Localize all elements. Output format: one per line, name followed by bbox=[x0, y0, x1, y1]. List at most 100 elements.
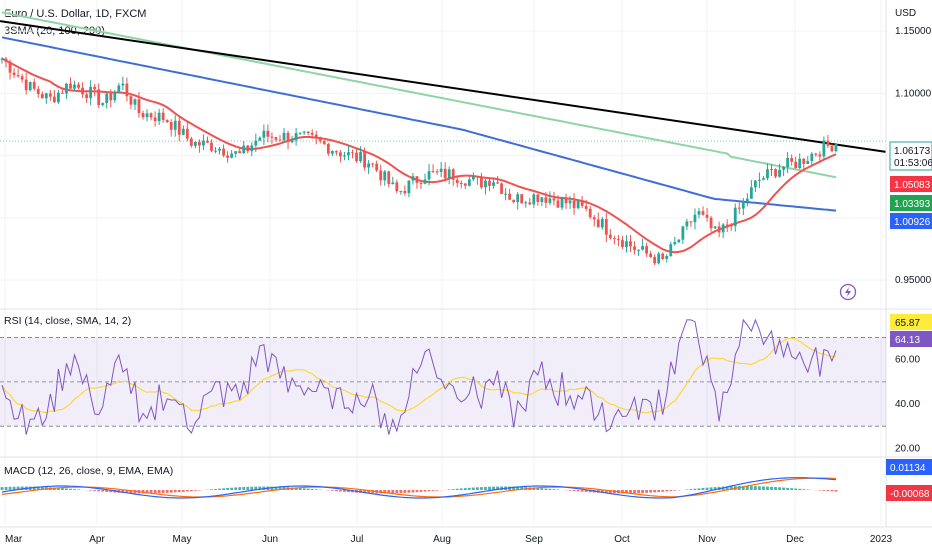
candle-body bbox=[673, 242, 677, 245]
macd-histogram-bar bbox=[576, 490, 580, 492]
macd-histogram-bar bbox=[169, 490, 173, 493]
macd-histogram-bar bbox=[512, 486, 516, 490]
candle bbox=[653, 254, 657, 266]
candle bbox=[52, 89, 56, 103]
candle-body bbox=[145, 113, 149, 118]
candle bbox=[488, 178, 491, 192]
candle-body bbox=[330, 151, 334, 154]
candle-body bbox=[101, 103, 105, 105]
macd-histogram-bar bbox=[766, 486, 769, 490]
macd-histogram-bar bbox=[701, 488, 705, 490]
macd-histogram-bar bbox=[330, 490, 334, 491]
macd-histogram-bar bbox=[467, 487, 471, 490]
candle bbox=[314, 130, 318, 145]
rsi-tag-value: 65.87 bbox=[895, 318, 920, 329]
candle-body bbox=[625, 241, 628, 247]
candle-body bbox=[157, 112, 161, 122]
candle bbox=[693, 208, 697, 230]
candle-body bbox=[359, 152, 362, 162]
candle-body bbox=[165, 119, 169, 123]
candle bbox=[548, 191, 552, 206]
candle-body bbox=[568, 200, 572, 204]
macd-histogram-bar bbox=[435, 490, 439, 491]
macd-histogram-bar bbox=[725, 486, 729, 490]
macd-histogram-bar bbox=[673, 490, 677, 491]
macd-histogram-bar bbox=[431, 490, 435, 491]
candle bbox=[181, 125, 185, 136]
macd-histogram-bar bbox=[778, 487, 781, 490]
candle bbox=[48, 89, 52, 101]
candle bbox=[814, 152, 818, 157]
candle-body bbox=[778, 169, 781, 177]
macd-histogram-bar bbox=[306, 488, 310, 490]
candle bbox=[544, 192, 548, 209]
macd-histogram-bar bbox=[459, 488, 463, 490]
candle-body bbox=[745, 198, 749, 201]
macd-histogram-bar bbox=[407, 490, 411, 493]
candle bbox=[459, 180, 463, 189]
candle bbox=[790, 154, 794, 166]
candle bbox=[177, 117, 181, 142]
candle-body bbox=[556, 200, 560, 208]
candle bbox=[89, 80, 93, 106]
candle-body bbox=[681, 226, 685, 240]
candle bbox=[210, 139, 213, 153]
macd-histogram-bar bbox=[121, 490, 125, 493]
candle bbox=[741, 198, 745, 216]
candle bbox=[278, 135, 282, 141]
macd-histogram-bar bbox=[411, 490, 415, 493]
candle bbox=[512, 199, 516, 204]
candle-body bbox=[141, 113, 145, 118]
candle-body bbox=[73, 84, 76, 89]
candle bbox=[28, 81, 32, 92]
candle bbox=[129, 94, 133, 110]
candle-body bbox=[661, 253, 665, 259]
macd-histogram-bar bbox=[604, 490, 608, 494]
candle-body bbox=[48, 93, 52, 97]
date-axis: Mar Apr May Jun Jul Aug Sep Oct Nov Dec 2023 bbox=[5, 534, 893, 545]
candle-body bbox=[121, 83, 125, 86]
macd-histogram-bar bbox=[782, 487, 785, 490]
macd-histogram-bar bbox=[471, 487, 475, 490]
macd-histogram-bar bbox=[600, 490, 604, 493]
candle bbox=[826, 134, 830, 149]
macd-histogram-bar bbox=[161, 490, 165, 494]
candle bbox=[600, 216, 604, 230]
candle bbox=[270, 132, 274, 144]
candle-body bbox=[226, 155, 230, 158]
candle-body bbox=[375, 163, 379, 171]
candle-body bbox=[798, 158, 802, 169]
candle bbox=[443, 162, 447, 182]
candle bbox=[649, 250, 653, 259]
price-tick-label: 1.10000 bbox=[895, 88, 932, 99]
candle-body bbox=[137, 99, 141, 114]
candle bbox=[262, 124, 266, 146]
candle bbox=[69, 77, 72, 89]
candle bbox=[169, 119, 173, 137]
candle-body bbox=[496, 182, 499, 184]
candle bbox=[403, 185, 407, 196]
candle bbox=[73, 80, 76, 91]
candle bbox=[673, 236, 677, 246]
macd-histogram-bar bbox=[608, 490, 612, 494]
candle-body bbox=[588, 208, 592, 218]
macd-histogram-bar bbox=[649, 490, 653, 493]
macd-histogram-bar bbox=[334, 490, 338, 492]
candle-body bbox=[391, 182, 395, 185]
macd-histogram-bar bbox=[89, 490, 93, 491]
macd-histogram-bar bbox=[339, 490, 342, 492]
price-tag-value: 1.03393 bbox=[894, 199, 931, 210]
macd-histogram-bar bbox=[552, 489, 556, 490]
candle bbox=[568, 196, 572, 210]
candle-body bbox=[741, 200, 745, 209]
macd-histogram-bar bbox=[36, 486, 40, 490]
macd-histogram-bar bbox=[73, 489, 76, 490]
macd-histogram-bar bbox=[61, 488, 64, 490]
macd-histogram-bar bbox=[713, 487, 717, 490]
candle-body bbox=[480, 177, 483, 188]
candle bbox=[65, 82, 68, 99]
candle-body bbox=[459, 182, 463, 184]
candle bbox=[363, 147, 366, 171]
macd-histogram-bar bbox=[548, 488, 552, 490]
